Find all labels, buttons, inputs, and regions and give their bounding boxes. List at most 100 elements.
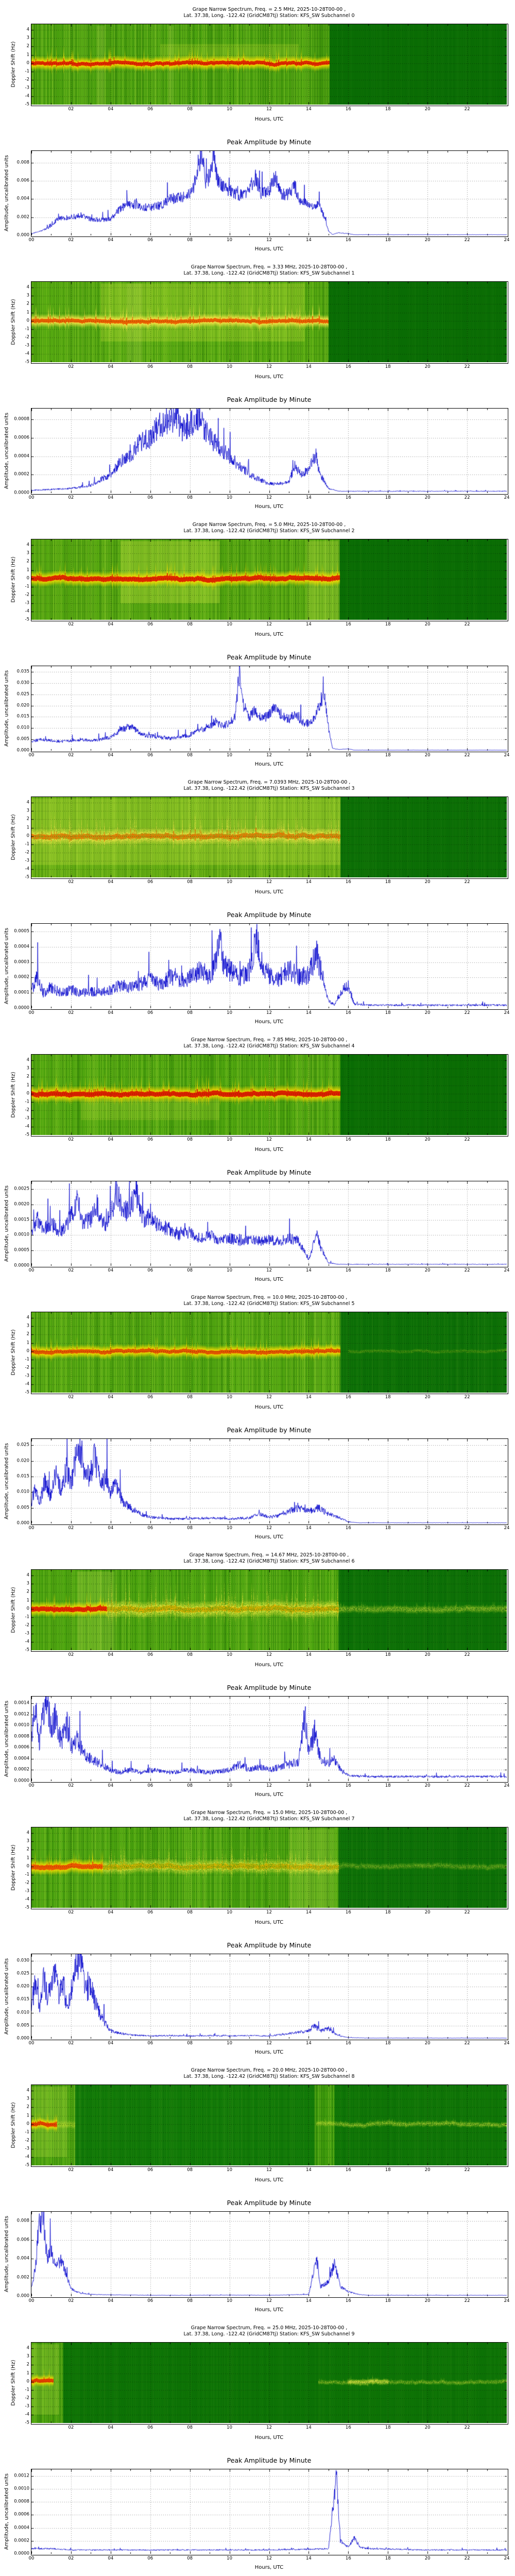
tick-label: 16: [345, 1137, 351, 1142]
tick-label: 20: [424, 238, 431, 243]
subchannel-block: Grape Narrow Spectrum, Freq. = 15.0 MHz,…: [0, 1803, 515, 2061]
subchannel-block: Grape Narrow Spectrum, Freq. = 25.0 MHz,…: [0, 2318, 515, 2576]
tick-label: 12: [266, 622, 272, 627]
tick-label: 18: [385, 364, 391, 369]
amplitude-ylabel: Amplitude, uncalibrated units: [4, 412, 10, 489]
tick-label: 0.000: [16, 748, 29, 753]
spectrogram-heatmap: [31, 1312, 507, 1393]
tick-label: 02: [68, 2425, 74, 2430]
tick-label: 0: [26, 1091, 29, 1096]
tick-label: 08: [187, 1137, 193, 1142]
tick-label: 06: [147, 2556, 153, 2561]
tick-label: 18: [385, 1395, 391, 1400]
tick-label: -5: [25, 2420, 29, 2426]
tick-label: 00: [28, 753, 35, 758]
tick-label: -3: [25, 2403, 29, 2409]
tick-label: 0.0000: [14, 490, 29, 496]
tick-label: 20: [424, 1783, 431, 1788]
tick-label: 0.0015: [14, 1217, 29, 1223]
tick-label: 4: [26, 2088, 29, 2093]
tick-label: 08: [187, 1526, 193, 1531]
tick-label: 10: [227, 1137, 232, 1142]
tick-label: 0.0008: [14, 1734, 29, 1739]
tick-label: -3: [25, 1373, 29, 1379]
tick-label: 08: [187, 495, 193, 500]
tick-label: 0.0004: [14, 944, 29, 950]
tick-label: -3: [25, 1115, 29, 1121]
tick-label: 12: [266, 2041, 272, 2046]
tick-label: 0.010: [16, 1489, 29, 1495]
tick-label: 22: [464, 1137, 470, 1142]
tick-label: 00: [28, 2298, 35, 2303]
tick-label: 22: [464, 1526, 470, 1531]
tick-label: 1: [26, 567, 29, 572]
amplitude-plot: 0.000 0.005 0.010 0.015 0.020 0.025 0.030 0.035…: [17, 666, 509, 758]
tick-label: 08: [187, 753, 193, 758]
tick-label: -1: [25, 326, 29, 332]
tick-label: 22: [464, 2425, 470, 2430]
tick-label: 04: [108, 879, 114, 885]
tick-label: 04: [108, 1268, 114, 1273]
tick-label: 2: [26, 43, 29, 49]
tick-label: 04: [108, 2167, 114, 2173]
tick-label: 08: [187, 1010, 193, 1015]
spectrogram-title-line1: Grape Narrow Spectrum, Freq. = 7.0393 MH…: [187, 779, 351, 785]
tick-label: 04: [108, 753, 114, 758]
amplitude-plot: 0.0000 0.0002 0.0004 0.0006 0.0008 0.0010 0.00…: [14, 1696, 509, 1788]
tick-label: -4: [25, 1381, 29, 1387]
subchannel-block: Grape Narrow Spectrum, Freq. = 7.85 MHz,…: [0, 1030, 515, 1288]
tick-label: 0.008: [16, 2218, 29, 2224]
amplitude-xlabel: Hours, UTC: [254, 2565, 284, 2570]
tick-label: 12: [266, 1783, 272, 1788]
tick-label: 14: [305, 1395, 312, 1400]
tick-label: 10: [227, 1526, 232, 1531]
tick-label: 04: [108, 1526, 114, 1531]
tick-label: -2: [25, 2395, 29, 2401]
tick-label: -2: [25, 850, 29, 855]
tick-label: 20: [424, 1395, 431, 1400]
tick-label: 06: [147, 1395, 153, 1400]
tick-label: 16: [345, 107, 351, 112]
tick-label: 14: [305, 2556, 312, 2561]
tick-label: 0.0006: [14, 435, 29, 440]
tick-label: 0.004: [16, 196, 29, 201]
tick-label: 02: [68, 2298, 74, 2303]
amplitude-plot: 0.0000 0.0005 0.0010 0.0015 0.0020 0.0025 00 02…: [14, 1181, 509, 1273]
tick-label: 16: [345, 2298, 351, 2303]
tick-label: 3: [26, 35, 29, 41]
tick-label: 02: [68, 753, 74, 758]
spectrogram-ylabel: Doppler Shift (Hz): [10, 814, 16, 860]
tick-label: 20: [424, 107, 431, 112]
tick-label: 20: [424, 1010, 431, 1015]
tick-label: 20: [424, 1652, 431, 1657]
tick-label: 16: [345, 2041, 351, 2046]
tick-label: 18: [385, 2167, 391, 2173]
tick-label: 00: [28, 2041, 35, 2046]
tick-label: -1: [25, 69, 29, 74]
spectrogram-xlabel: Hours, UTC: [254, 1147, 284, 1153]
tick-label: 22: [464, 2167, 470, 2173]
tick-label: 04: [108, 2556, 114, 2561]
spectrogram-plot: 4 3 2 1 0 -1 -2 -3 -4 -5 02 04 06 08 10 12 14 16 18 20 22: [25, 281, 508, 369]
spectrogram-ylabel: Doppler Shift (Hz): [10, 2360, 16, 2406]
tick-label: 0: [26, 60, 29, 66]
subchannel-block: Grape Narrow Spectrum, Freq. = 7.0393 MH…: [0, 773, 515, 1030]
tick-label: 2: [26, 2362, 29, 2367]
spectrogram-title-line2: Lat. 37.38, Long. -122.42 (GridCM87tj) S…: [183, 785, 355, 791]
tick-label: 20: [424, 2041, 431, 2046]
tick-label: 18: [385, 495, 391, 500]
tick-label: 04: [108, 622, 114, 627]
spectrogram-title-line2: Lat. 37.38, Long. -122.42 (GridCM87tj) S…: [183, 2331, 355, 2337]
tick-label: 04: [108, 1652, 114, 1657]
tick-label: 3: [26, 2353, 29, 2359]
tick-label: 0.0006: [14, 2512, 29, 2517]
tick-label: 18: [385, 879, 391, 885]
tick-label: -5: [25, 2162, 29, 2168]
tick-label: 00: [28, 1268, 35, 1273]
amplitude-title: Peak Amplitude by Minute: [227, 653, 312, 661]
amplitude-line-chart: [31, 924, 507, 1008]
spectrogram-plot: 4 3 2 1 0 -1 -2 -3 -4 -5 02 04 06 08 10 12 14 16 18 20 22: [25, 539, 508, 627]
tick-label: 10: [227, 1652, 232, 1657]
tick-label: 16: [345, 1526, 351, 1531]
tick-label: 08: [187, 1910, 193, 1915]
